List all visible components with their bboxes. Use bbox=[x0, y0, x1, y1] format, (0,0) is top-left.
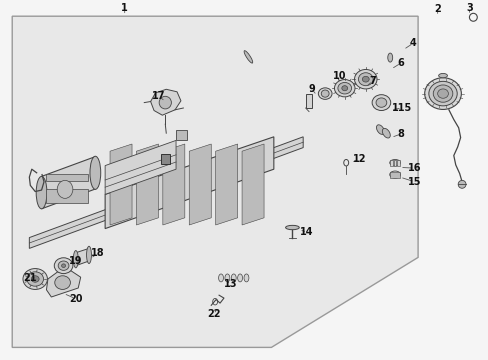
Ellipse shape bbox=[424, 78, 460, 109]
Text: 22: 22 bbox=[206, 309, 220, 319]
Text: 7: 7 bbox=[368, 76, 375, 86]
Ellipse shape bbox=[341, 86, 347, 91]
Polygon shape bbox=[136, 144, 158, 225]
Ellipse shape bbox=[387, 53, 392, 62]
Bar bbox=[176, 130, 186, 140]
Ellipse shape bbox=[321, 90, 328, 97]
Ellipse shape bbox=[244, 51, 252, 63]
Text: 1: 1 bbox=[121, 3, 128, 13]
Ellipse shape bbox=[389, 171, 400, 178]
Bar bbox=[46, 189, 88, 203]
Polygon shape bbox=[105, 140, 176, 194]
Ellipse shape bbox=[231, 274, 236, 282]
Text: 20: 20 bbox=[69, 294, 82, 304]
Bar bbox=[389, 160, 392, 166]
Ellipse shape bbox=[244, 274, 248, 282]
Ellipse shape bbox=[375, 98, 386, 107]
Ellipse shape bbox=[31, 276, 39, 282]
Ellipse shape bbox=[376, 125, 384, 134]
Text: 15: 15 bbox=[407, 177, 421, 187]
Ellipse shape bbox=[54, 258, 73, 274]
Ellipse shape bbox=[55, 276, 70, 289]
Text: 18: 18 bbox=[91, 248, 104, 258]
Polygon shape bbox=[41, 157, 95, 209]
Bar bbox=[389, 172, 400, 178]
Polygon shape bbox=[76, 248, 89, 266]
Polygon shape bbox=[105, 137, 273, 229]
Polygon shape bbox=[189, 144, 211, 225]
Bar bbox=[393, 160, 395, 166]
Bar bbox=[396, 160, 399, 166]
Ellipse shape bbox=[318, 88, 331, 99]
Text: 16: 16 bbox=[407, 163, 421, 173]
Ellipse shape bbox=[58, 261, 69, 270]
Ellipse shape bbox=[382, 129, 389, 138]
Ellipse shape bbox=[371, 95, 390, 111]
Polygon shape bbox=[12, 16, 417, 347]
Ellipse shape bbox=[90, 156, 101, 189]
Ellipse shape bbox=[437, 89, 447, 98]
Ellipse shape bbox=[354, 69, 376, 89]
Text: 6: 6 bbox=[397, 58, 404, 68]
Text: 4: 4 bbox=[409, 38, 416, 48]
Polygon shape bbox=[29, 137, 303, 248]
Text: 14: 14 bbox=[300, 227, 313, 237]
Polygon shape bbox=[46, 271, 81, 297]
Ellipse shape bbox=[428, 81, 456, 106]
Text: 8: 8 bbox=[397, 129, 404, 139]
Ellipse shape bbox=[237, 274, 242, 282]
Bar bbox=[46, 174, 88, 181]
Text: 2: 2 bbox=[433, 4, 440, 14]
Ellipse shape bbox=[61, 264, 65, 267]
Ellipse shape bbox=[27, 272, 43, 286]
Polygon shape bbox=[163, 144, 184, 225]
Ellipse shape bbox=[218, 274, 223, 282]
Ellipse shape bbox=[432, 85, 452, 102]
Text: 9: 9 bbox=[308, 84, 315, 94]
Bar bbox=[161, 154, 170, 164]
Ellipse shape bbox=[57, 180, 73, 198]
Polygon shape bbox=[110, 144, 132, 225]
Ellipse shape bbox=[438, 73, 447, 78]
Bar bbox=[305, 94, 312, 108]
Text: 10: 10 bbox=[332, 71, 346, 81]
Ellipse shape bbox=[159, 96, 171, 109]
Ellipse shape bbox=[337, 82, 351, 94]
Text: 115: 115 bbox=[391, 103, 411, 113]
Ellipse shape bbox=[362, 76, 368, 82]
Ellipse shape bbox=[36, 176, 47, 209]
Text: 3: 3 bbox=[465, 3, 472, 13]
Ellipse shape bbox=[389, 159, 400, 166]
Ellipse shape bbox=[73, 251, 78, 268]
Polygon shape bbox=[150, 89, 181, 115]
Text: 19: 19 bbox=[69, 256, 82, 266]
Ellipse shape bbox=[86, 246, 91, 264]
Text: 12: 12 bbox=[352, 154, 366, 164]
Polygon shape bbox=[242, 144, 264, 225]
Text: 13: 13 bbox=[224, 279, 237, 289]
Ellipse shape bbox=[334, 80, 354, 97]
Ellipse shape bbox=[457, 180, 465, 188]
Ellipse shape bbox=[23, 269, 47, 289]
Text: 17: 17 bbox=[152, 91, 165, 101]
Ellipse shape bbox=[358, 73, 372, 86]
Ellipse shape bbox=[285, 225, 299, 230]
Text: 21: 21 bbox=[23, 273, 37, 283]
Ellipse shape bbox=[224, 274, 229, 282]
Polygon shape bbox=[215, 144, 237, 225]
